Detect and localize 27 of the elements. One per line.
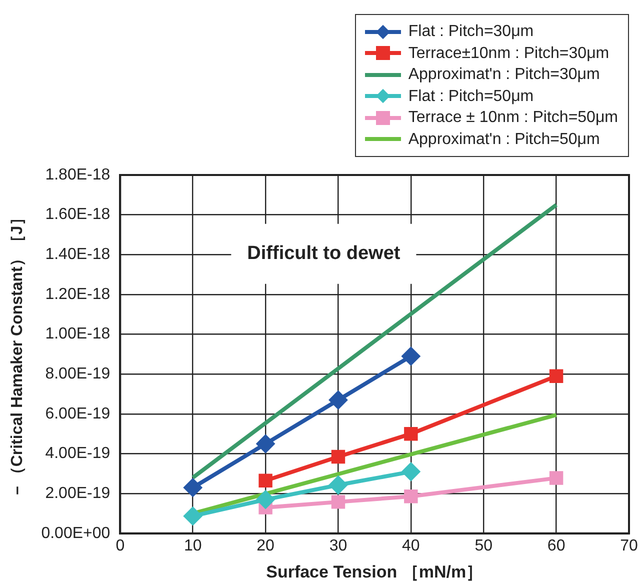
x-tick-label: 50 <box>474 537 493 554</box>
y-axis-title: －（Critical Hamaker Constant）［J］ <box>9 210 26 499</box>
y-tick-label: 1.00E-18 <box>45 326 110 343</box>
x-axis-title: Surface Tension ［mN/m］ <box>266 562 484 582</box>
y-tick-label: 1.40E-18 <box>45 246 110 264</box>
legend-label: Flat : Pitch=50μm <box>408 86 534 106</box>
x-tick-label: 20 <box>256 537 275 554</box>
x-tick-label: 0 <box>116 537 125 554</box>
legend-label: Approximat'n : Pitch=30μm <box>408 65 600 85</box>
x-tick-label: 30 <box>329 537 348 554</box>
x-tick-label: 10 <box>184 537 202 554</box>
x-tick-label: 40 <box>402 537 420 554</box>
y-tick-label: 4.00E-19 <box>45 445 110 462</box>
annotation: Difficult to dewet <box>247 243 401 264</box>
y-tick-label: 1.60E-18 <box>45 206 110 224</box>
legend-label: Flat : Pitch=30μm <box>408 22 534 42</box>
legend-label: Terrace±10nm : Pitch=30μm <box>408 44 610 64</box>
legend-label: Approximat'n : Pitch=50μm <box>408 130 600 150</box>
y-tick-label: 1.20E-18 <box>45 286 110 303</box>
y-tick-label: 8.00E-19 <box>45 366 110 383</box>
y-tick-label: 2.00E-19 <box>45 484 110 502</box>
x-tick-label: 60 <box>547 537 566 554</box>
y-tick-label: 1.80E-18 <box>45 166 110 184</box>
legend-label: Terrace ± 10nm : Pitch=50μm <box>408 108 618 128</box>
y-tick-label: 6.00E-19 <box>45 405 110 422</box>
y-tick-label: 0.00E+00 <box>41 524 110 542</box>
x-tick-label: 70 <box>620 537 638 554</box>
